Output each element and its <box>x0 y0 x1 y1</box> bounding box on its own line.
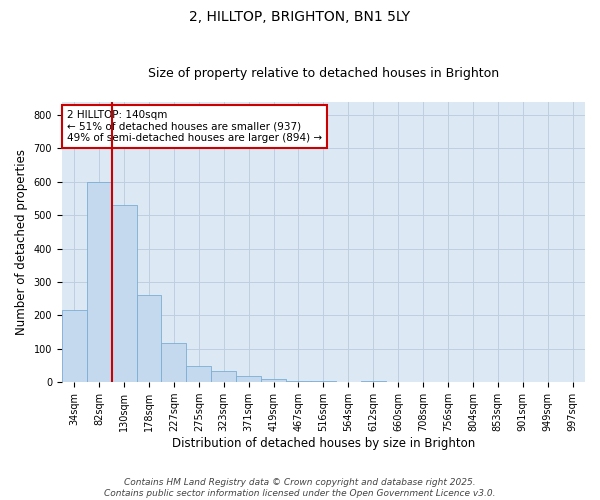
Bar <box>161 343 187 382</box>
Bar <box>261 379 286 382</box>
Bar <box>86 182 112 382</box>
Bar <box>286 380 311 382</box>
Bar <box>112 205 137 382</box>
Bar <box>211 371 236 382</box>
Bar <box>236 376 261 382</box>
Text: 2 HILLTOP: 140sqm
← 51% of detached houses are smaller (937)
49% of semi-detache: 2 HILLTOP: 140sqm ← 51% of detached hous… <box>67 110 322 143</box>
Bar <box>361 380 386 382</box>
Y-axis label: Number of detached properties: Number of detached properties <box>15 149 28 335</box>
Title: Size of property relative to detached houses in Brighton: Size of property relative to detached ho… <box>148 66 499 80</box>
Text: Contains HM Land Registry data © Crown copyright and database right 2025.
Contai: Contains HM Land Registry data © Crown c… <box>104 478 496 498</box>
Bar <box>187 366 211 382</box>
X-axis label: Distribution of detached houses by size in Brighton: Distribution of detached houses by size … <box>172 437 475 450</box>
Text: 2, HILLTOP, BRIGHTON, BN1 5LY: 2, HILLTOP, BRIGHTON, BN1 5LY <box>190 10 410 24</box>
Bar <box>137 296 161 382</box>
Bar <box>62 310 86 382</box>
Bar <box>311 380 336 382</box>
